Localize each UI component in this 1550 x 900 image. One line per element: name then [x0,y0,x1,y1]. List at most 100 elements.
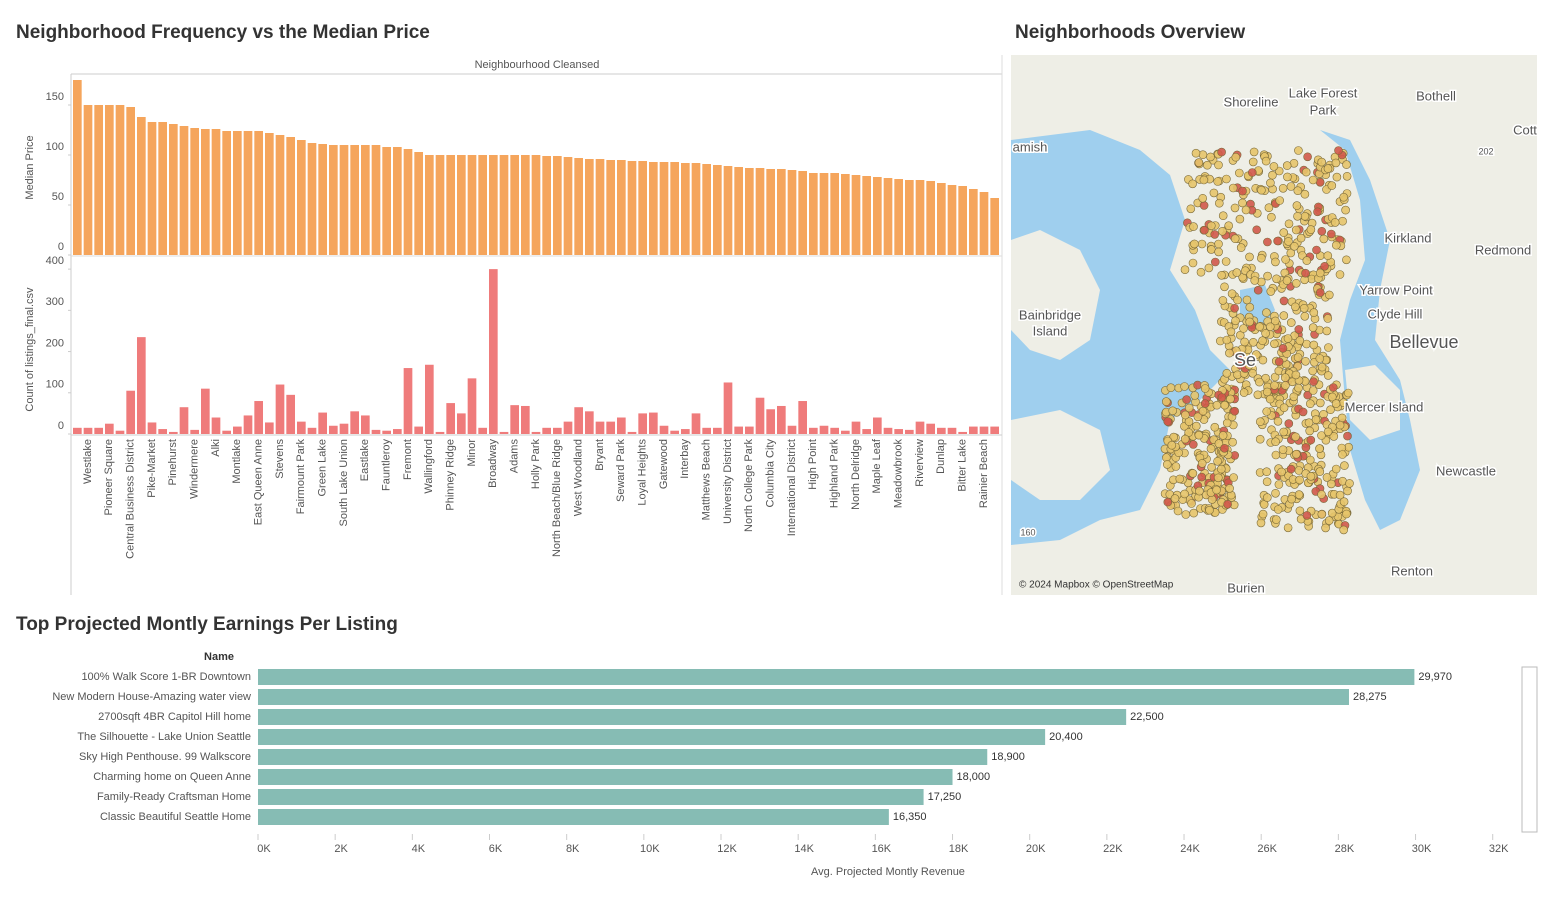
bar [926,423,935,434]
bar [638,413,647,434]
map-label: Redmond [1475,242,1531,257]
bar [211,129,221,255]
map-dot [1238,198,1247,208]
map-dot [1341,205,1350,215]
map-dot [1198,150,1208,159]
x-axis-title: Avg. Projected Montly Revenue [811,866,965,878]
bar [755,397,765,434]
map-dot [1245,317,1254,327]
map-dot [1189,508,1198,518]
map-dot [1315,444,1324,453]
map-dot [1207,221,1216,231]
y-tick-label: 300 [46,296,64,308]
map-dot [1220,282,1229,292]
map-dot [1170,494,1180,503]
bar [318,144,327,255]
bar [382,147,391,255]
map-dot [1287,494,1296,504]
map[interactable]: © 2024 Mapbox © OpenStreetMap Shoreline L… [1011,55,1539,597]
map-dot [1193,412,1203,422]
y-tick-label: 2700sqft 4BR Capitol Hill home [98,711,251,723]
x-tick-label: 24K [1180,843,1200,855]
map-dot [1287,318,1296,327]
map-dot [1241,205,1251,215]
map-label: Kirkland [1385,230,1432,245]
y-tick-label: The Silhouette - Lake Union Seattle [77,731,251,743]
bar [979,426,989,434]
bar [190,128,199,255]
x-tick-label: Fauntleroy [381,439,393,491]
map-dot [1261,373,1270,383]
bar [969,189,978,255]
bar [841,174,850,255]
bar [467,378,477,434]
bar [809,173,818,255]
map-dot [1298,407,1308,417]
map-dot [1192,421,1201,431]
map-dot [1206,152,1215,162]
y-tick-label: 100 [46,141,64,153]
map-dot [1199,175,1209,185]
map-dot [1257,253,1266,263]
map-dot [1308,366,1317,376]
bar [350,411,359,434]
bar [937,183,946,255]
bar [233,131,242,255]
bar [393,429,402,434]
map-dot [1306,455,1315,465]
x-tick-label: Green Lake [317,439,329,496]
value-label: 18,900 [991,751,1025,763]
bar [510,155,519,255]
map-label: Park [1310,102,1337,117]
bar [414,152,423,255]
map-dot [1302,256,1312,265]
value-label: 29,970 [1418,671,1452,683]
bar [990,426,999,434]
bar [841,430,850,434]
map-dot [1210,422,1220,432]
bar [243,415,253,434]
map-dot [1293,353,1303,362]
map-dot [1296,233,1306,243]
bar [734,167,743,255]
map-dot [1261,156,1271,166]
x-tick-label: Fremont [402,439,414,480]
bar [478,427,487,434]
value-label: 20,400 [1049,731,1083,743]
bar [425,155,434,255]
map-dot [1268,170,1277,180]
map-dot [1331,158,1341,168]
x-tick-label: Pinehurst [167,439,179,485]
map-dot [1323,427,1333,437]
map-dot [1188,258,1198,268]
map-label: Island [1033,323,1068,338]
map-dot [1200,384,1210,393]
map-dot [1203,160,1212,170]
x-tick-label: 16K [872,843,892,855]
value-label: 17,250 [928,791,962,803]
map-dot [1245,302,1255,312]
bar [606,160,615,255]
map-dot [1217,270,1226,280]
bar [990,198,999,255]
map-dot [1248,157,1258,167]
map-dot [1163,417,1172,426]
map-dot [1271,488,1280,498]
bar [883,427,893,434]
x-tick-label: Bryant [594,439,606,471]
map-dot [1313,207,1322,217]
bar [211,417,221,434]
x-tick-label: 10K [640,843,660,855]
map-dot [1197,239,1207,249]
map-dot [1294,383,1303,393]
bar [915,180,925,255]
bar [574,158,583,255]
bar [883,178,893,255]
x-tick-label: Dunlap [935,439,947,474]
scrollbar[interactable] [1521,666,1538,833]
map-dot [1166,383,1176,393]
map-dot [1218,227,1227,236]
map-dot [1286,248,1296,258]
map-dot [1262,387,1272,397]
map-dot [1217,393,1227,402]
